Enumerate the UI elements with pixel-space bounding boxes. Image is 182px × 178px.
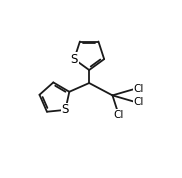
Text: Cl: Cl <box>113 110 124 120</box>
Text: Cl: Cl <box>134 96 144 107</box>
Text: Cl: Cl <box>134 84 144 94</box>
Text: S: S <box>70 53 78 66</box>
Text: S: S <box>62 103 69 116</box>
